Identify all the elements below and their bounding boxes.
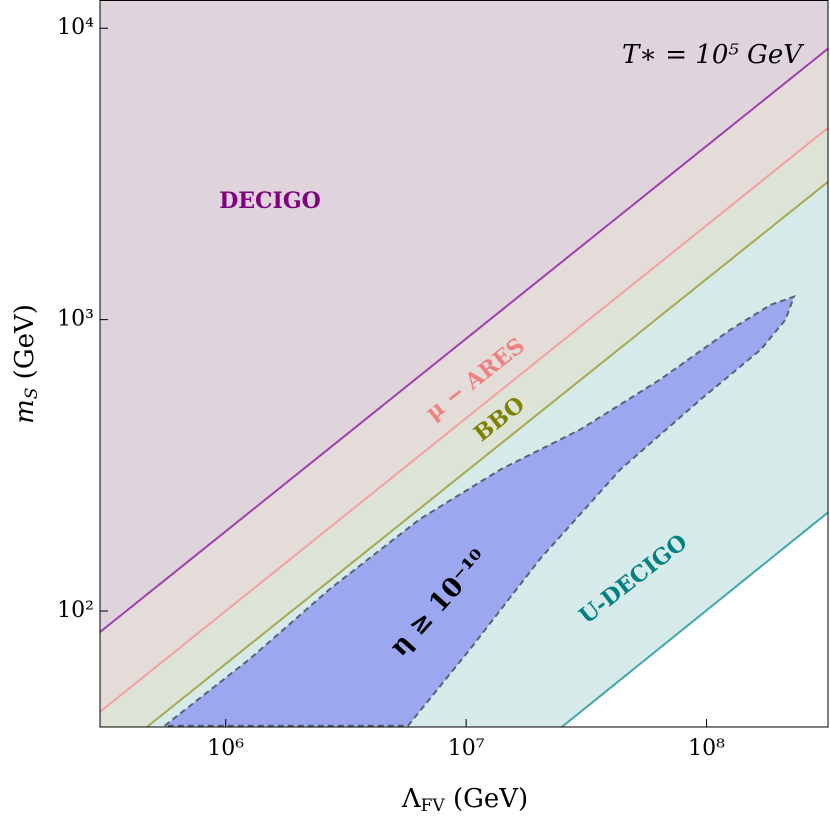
x-label-sub: FV bbox=[421, 796, 446, 816]
x-tick-label: 10⁶ bbox=[207, 736, 244, 761]
annotation: T∗ = 10⁵ GeV bbox=[622, 40, 804, 70]
band-fill bbox=[100, 0, 828, 633]
y-tick-label: 10³ bbox=[57, 307, 94, 332]
x-label-main: Λ bbox=[401, 784, 422, 814]
x-tick-label: 10⁷ bbox=[448, 736, 485, 761]
x-label-rest: (GeV) bbox=[445, 784, 528, 814]
y-label-sub: S bbox=[22, 388, 42, 400]
y-axis-label: mS (GeV) bbox=[10, 304, 42, 424]
sensitivity-line bbox=[146, 181, 828, 727]
x-tick-label: 10⁸ bbox=[688, 736, 725, 761]
frame bbox=[99, 0, 829, 728]
x-axis-label: ΛFV (GeV) bbox=[401, 784, 528, 816]
series-label: DECIGO bbox=[219, 188, 321, 214]
y-tick-label: 10² bbox=[57, 598, 94, 623]
y-label-rest: (GeV) bbox=[10, 304, 40, 387]
sensitivity-line bbox=[100, 127, 828, 713]
y-tick-label: 10⁴ bbox=[57, 15, 94, 40]
eta-region bbox=[161, 295, 796, 727]
sensitivity-line bbox=[100, 47, 828, 633]
sensitivity-line bbox=[561, 511, 828, 727]
plot-area bbox=[100, 0, 828, 727]
y-label-main: m bbox=[10, 399, 40, 424]
